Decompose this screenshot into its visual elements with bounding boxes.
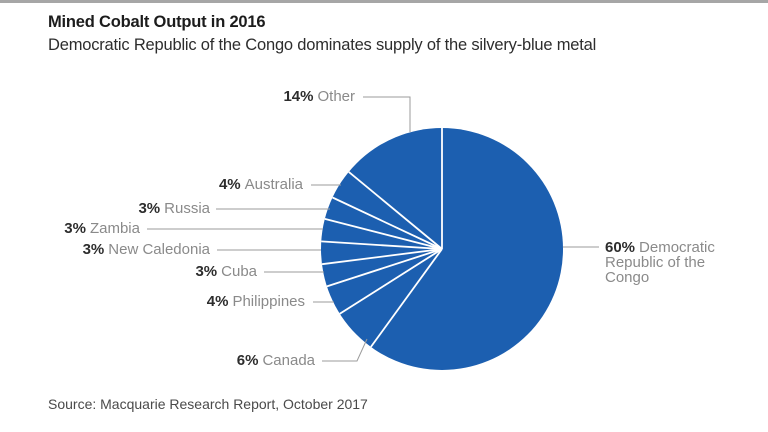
leader-lines	[147, 96, 599, 362]
slice-label-other: 14% Other	[283, 89, 355, 105]
slice-name: Other	[317, 88, 355, 105]
slice-label-zambia: 3% Zambia	[64, 221, 140, 237]
slice-pct: 6%	[236, 352, 259, 369]
slice-pct: 4%	[218, 176, 241, 193]
slice-label-australia: 4% Australia	[219, 177, 303, 193]
slice-pct: 14%	[283, 88, 314, 105]
leader-line-canada	[322, 338, 368, 362]
slice-label-drc: 60% Democratic Republic of the Congo	[605, 240, 723, 285]
slice-name: Cuba	[221, 263, 257, 280]
chart-subtitle: Democratic Republic of the Congo dominat…	[48, 36, 597, 54]
pie-slice-boundary	[324, 218, 443, 250]
slice-name: Democratic Republic of the Congo	[605, 239, 715, 286]
slice-pct: 3%	[195, 263, 218, 280]
slice-name: Australia	[244, 176, 303, 193]
slice-label-russia: 3% Russia	[138, 201, 210, 217]
top-accent-bar	[0, 0, 768, 3]
pie-slice-boundary	[321, 248, 443, 266]
pie-slice-boundary	[370, 248, 443, 348]
slice-name: New Caledonia	[108, 241, 210, 258]
pie-slice-boundary	[321, 240, 443, 250]
source-note: Source: Macquarie Research Report, Octob…	[48, 396, 368, 412]
slice-pct: 4%	[206, 293, 229, 310]
pie-slice-boundary	[339, 248, 443, 315]
slice-pct: 3%	[64, 220, 86, 237]
pie-group	[321, 128, 563, 370]
slice-name: Russia	[164, 200, 210, 217]
pie-slice-boundary	[332, 196, 443, 250]
slice-pct: 3%	[138, 200, 161, 217]
slice-name: Philippines	[232, 293, 305, 310]
slice-label-canada: 6% Canada	[237, 353, 315, 369]
slice-label-philippines: 4% Philippines	[207, 294, 305, 310]
slice-pct: 3%	[82, 241, 105, 258]
chart-title: Mined Cobalt Output in 2016	[48, 13, 266, 31]
pie-slice-boundary	[348, 171, 443, 250]
slice-name: Zambia	[89, 220, 140, 237]
slice-label-cuba: 3% Cuba	[195, 264, 257, 280]
leader-line-other	[363, 96, 411, 132]
slice-name: Canada	[262, 352, 315, 369]
pie-slice-boundary	[326, 248, 443, 288]
slice-label-new-caledonia: 3% New Caledonia	[83, 242, 210, 258]
slice-pct: 60%	[605, 239, 636, 256]
